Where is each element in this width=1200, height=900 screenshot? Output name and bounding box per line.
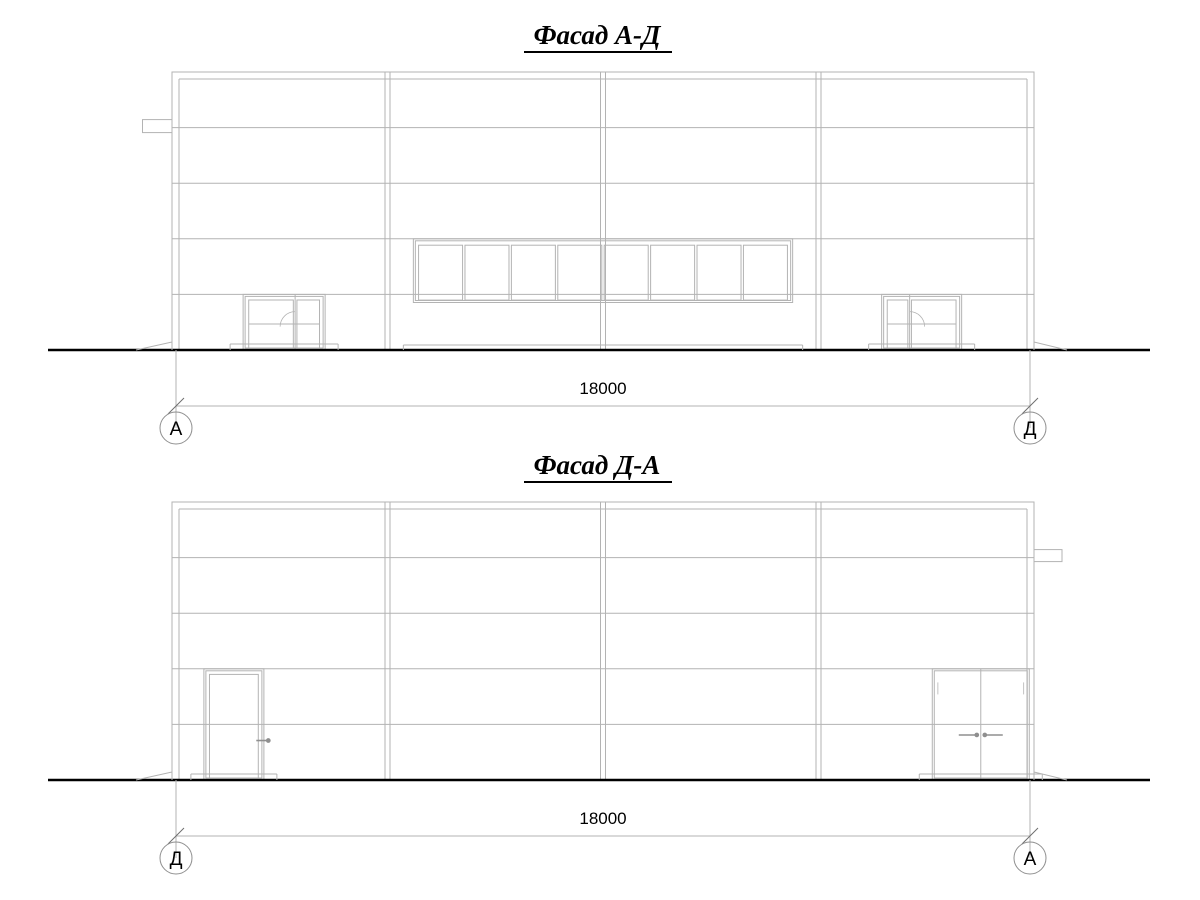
svg-text:А: А bbox=[1024, 849, 1037, 870]
svg-text:18000: 18000 bbox=[579, 379, 626, 398]
svg-text:Фасад Д-А: Фасад Д-А bbox=[534, 450, 661, 480]
svg-text:Д: Д bbox=[170, 849, 183, 870]
svg-text:Д: Д bbox=[1024, 419, 1037, 440]
svg-text:Фасад А-Д: Фасад А-Д bbox=[534, 20, 662, 50]
svg-text:18000: 18000 bbox=[579, 809, 626, 828]
svg-text:А: А bbox=[170, 419, 183, 440]
